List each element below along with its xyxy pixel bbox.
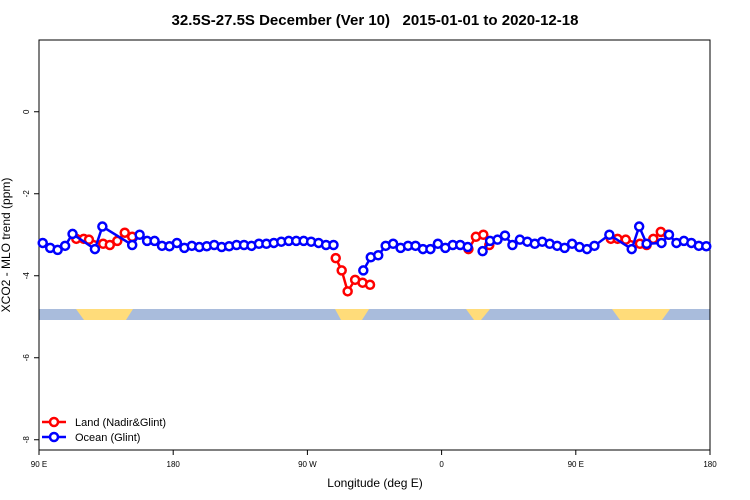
data-point <box>425 243 436 255</box>
data-point <box>641 238 652 250</box>
data-point <box>134 229 145 240</box>
data-point <box>663 229 675 240</box>
x-tick-label: 90 E <box>568 460 584 469</box>
y-axis-label: XCO2 - MLO trend (ppm) <box>0 178 13 313</box>
data-point <box>477 245 488 257</box>
data-point <box>387 238 399 250</box>
data-point <box>342 286 353 297</box>
data-point <box>492 234 503 245</box>
x-tick-label: 90 W <box>298 460 317 469</box>
data-point <box>67 228 78 240</box>
legend-label: Land (Nadir&Glint) <box>75 417 166 429</box>
legend-marker <box>48 431 60 443</box>
data-point <box>633 221 645 232</box>
data-point <box>507 239 518 251</box>
data-point <box>626 243 637 255</box>
x-tick-label: 90 E <box>31 460 47 469</box>
data-point <box>478 229 489 240</box>
data-point <box>37 237 48 249</box>
data-point <box>462 241 473 253</box>
data-point <box>336 265 347 276</box>
chart-title: 32.5S-27.5S December (Ver 10) 2015-01-01… <box>172 12 579 29</box>
x-tick-label: 180 <box>703 460 717 469</box>
y-tick-label: 0 <box>22 109 31 114</box>
legend: Land (Nadir&Glint) Ocean (Glint) <box>42 416 166 444</box>
data-point <box>589 240 600 252</box>
y-tick-label: -2 <box>22 190 31 198</box>
data-point <box>59 240 71 252</box>
data-point <box>330 252 341 264</box>
data-point <box>171 237 183 249</box>
data-point <box>52 244 63 256</box>
data-point <box>126 239 138 251</box>
x-tick-label: 180 <box>167 460 181 469</box>
data-point <box>499 230 511 241</box>
data-point <box>364 279 376 291</box>
data-point <box>701 240 712 252</box>
data-point <box>620 234 632 245</box>
legend-marker <box>48 416 60 428</box>
y-tick-label: -8 <box>22 436 31 444</box>
data-point <box>119 227 130 238</box>
data-point <box>149 235 160 247</box>
data-point <box>104 239 116 251</box>
y-tick-label: -4 <box>22 272 31 280</box>
x-axis-label: Longitude (deg E) <box>327 476 422 490</box>
data-point <box>328 239 339 251</box>
data-point <box>89 243 101 255</box>
surface-strip <box>39 309 710 320</box>
plot-frame <box>38 39 711 451</box>
data-point <box>656 237 667 249</box>
data-point <box>432 238 444 250</box>
data-point <box>604 229 615 240</box>
data-point <box>372 250 384 261</box>
data-point <box>97 221 108 232</box>
data-point <box>358 265 369 276</box>
x-tick-label: 0 <box>439 460 444 469</box>
legend-label: Ocean (Glint) <box>75 432 140 444</box>
y-tick-label: -6 <box>22 354 31 362</box>
data-point <box>559 242 570 254</box>
